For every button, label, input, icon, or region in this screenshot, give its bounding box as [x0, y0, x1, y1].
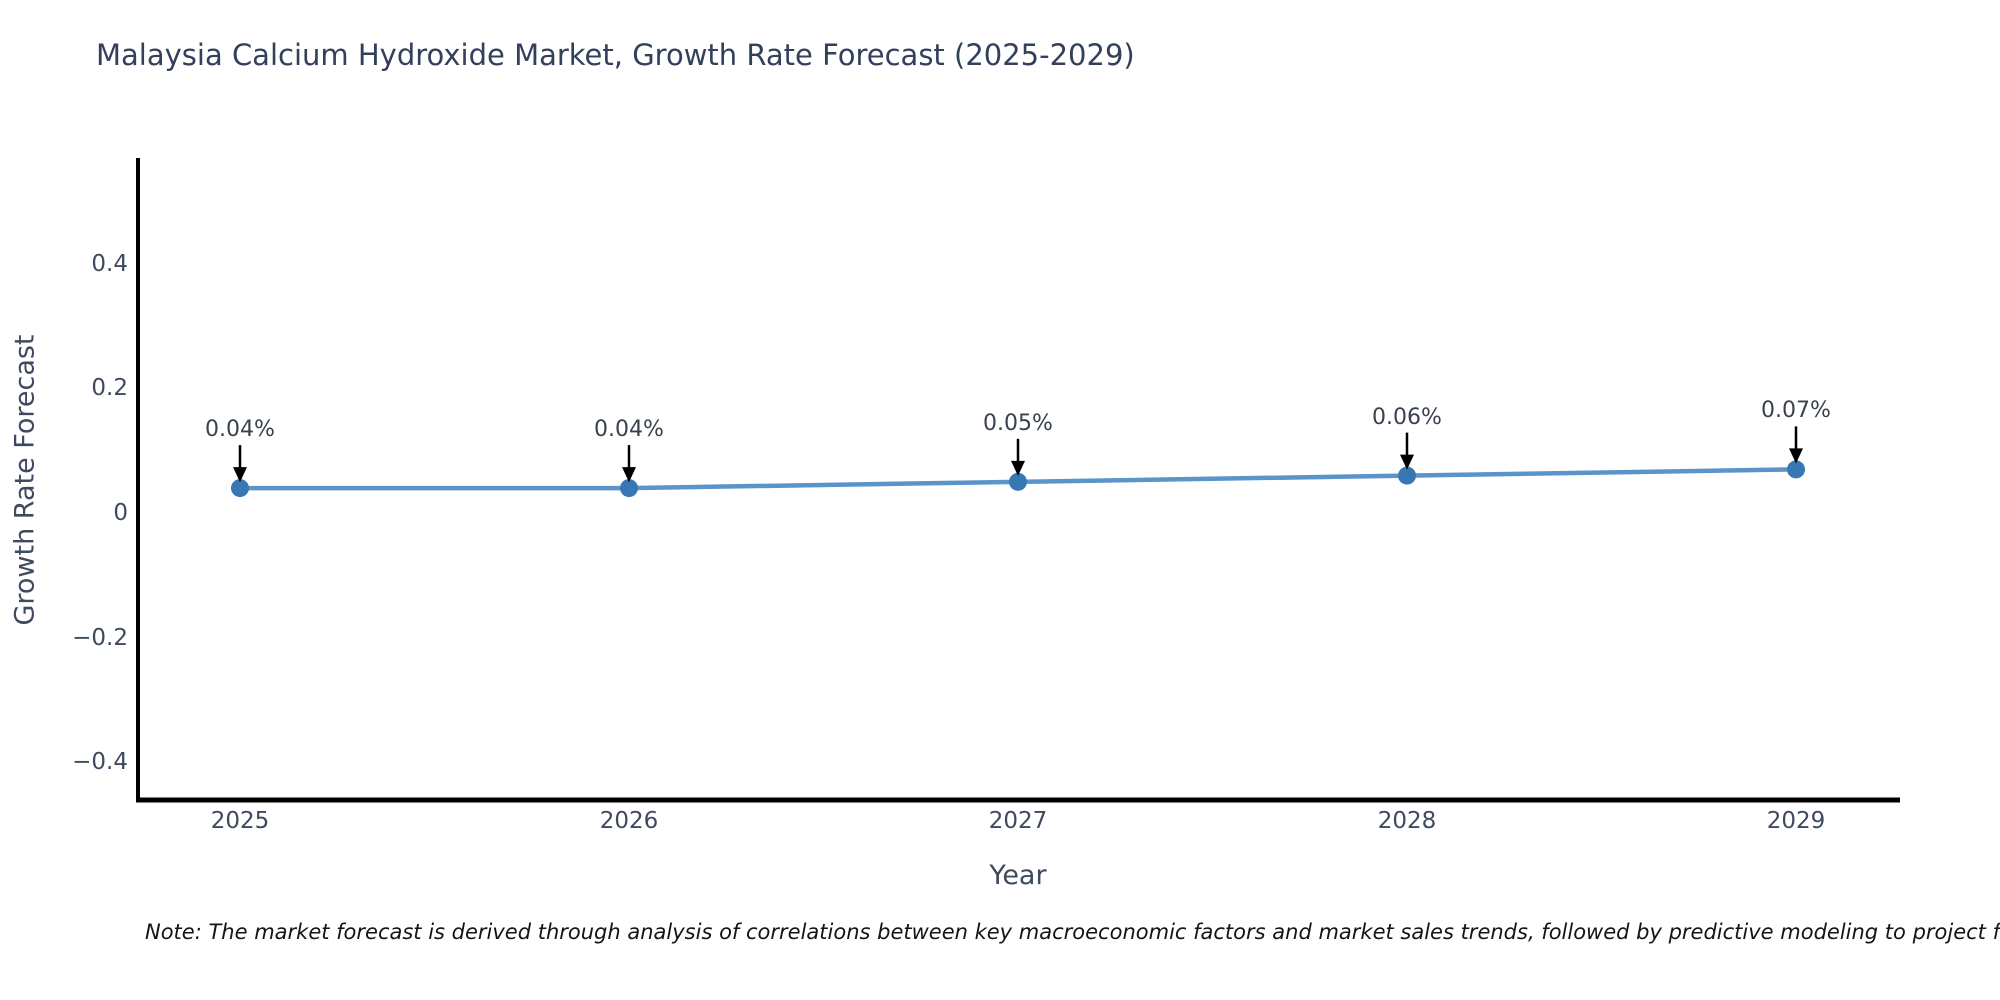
point-label-2028: 0.06% — [1372, 404, 1442, 430]
x-axis-title: Year — [989, 860, 1047, 891]
footnote: Note: The market forecast is derived thr… — [145, 920, 2000, 944]
x-tick-label-2028: 2028 — [1377, 808, 1437, 834]
data-point-2025 — [231, 479, 249, 498]
annotation-arrow-head — [1789, 448, 1803, 464]
x-tick-label-2026: 2026 — [599, 808, 659, 834]
data-point-2029 — [1787, 460, 1805, 479]
annotation-arrow-head — [622, 467, 636, 483]
x-tick-label-2025: 2025 — [210, 808, 270, 834]
y-tick-label: −0.4 — [72, 749, 128, 776]
point-label-2029: 0.07% — [1761, 398, 1831, 424]
point-label-2026: 0.04% — [594, 417, 664, 443]
annotation-arrow-head — [1011, 460, 1025, 476]
annotation-arrow-head — [233, 467, 247, 483]
annotation-arrow-head — [1400, 454, 1414, 470]
x-tick-label-2027: 2027 — [988, 808, 1048, 834]
y-tick-label: 0.2 — [91, 375, 128, 402]
chart-title: Malaysia Calcium Hydroxide Market, Growt… — [96, 38, 1135, 72]
y-tick-label: −0.2 — [72, 624, 128, 651]
data-point-2028 — [1398, 466, 1416, 485]
point-label-2025: 0.04% — [205, 417, 275, 443]
point-label-2027: 0.05% — [983, 410, 1053, 436]
y-tick-label: 0.4 — [91, 250, 128, 277]
x-tick-label-2029: 2029 — [1766, 808, 1826, 834]
data-point-2027 — [1009, 472, 1027, 491]
data-point-2026 — [620, 479, 638, 498]
y-tick-label: 0 — [113, 500, 128, 526]
